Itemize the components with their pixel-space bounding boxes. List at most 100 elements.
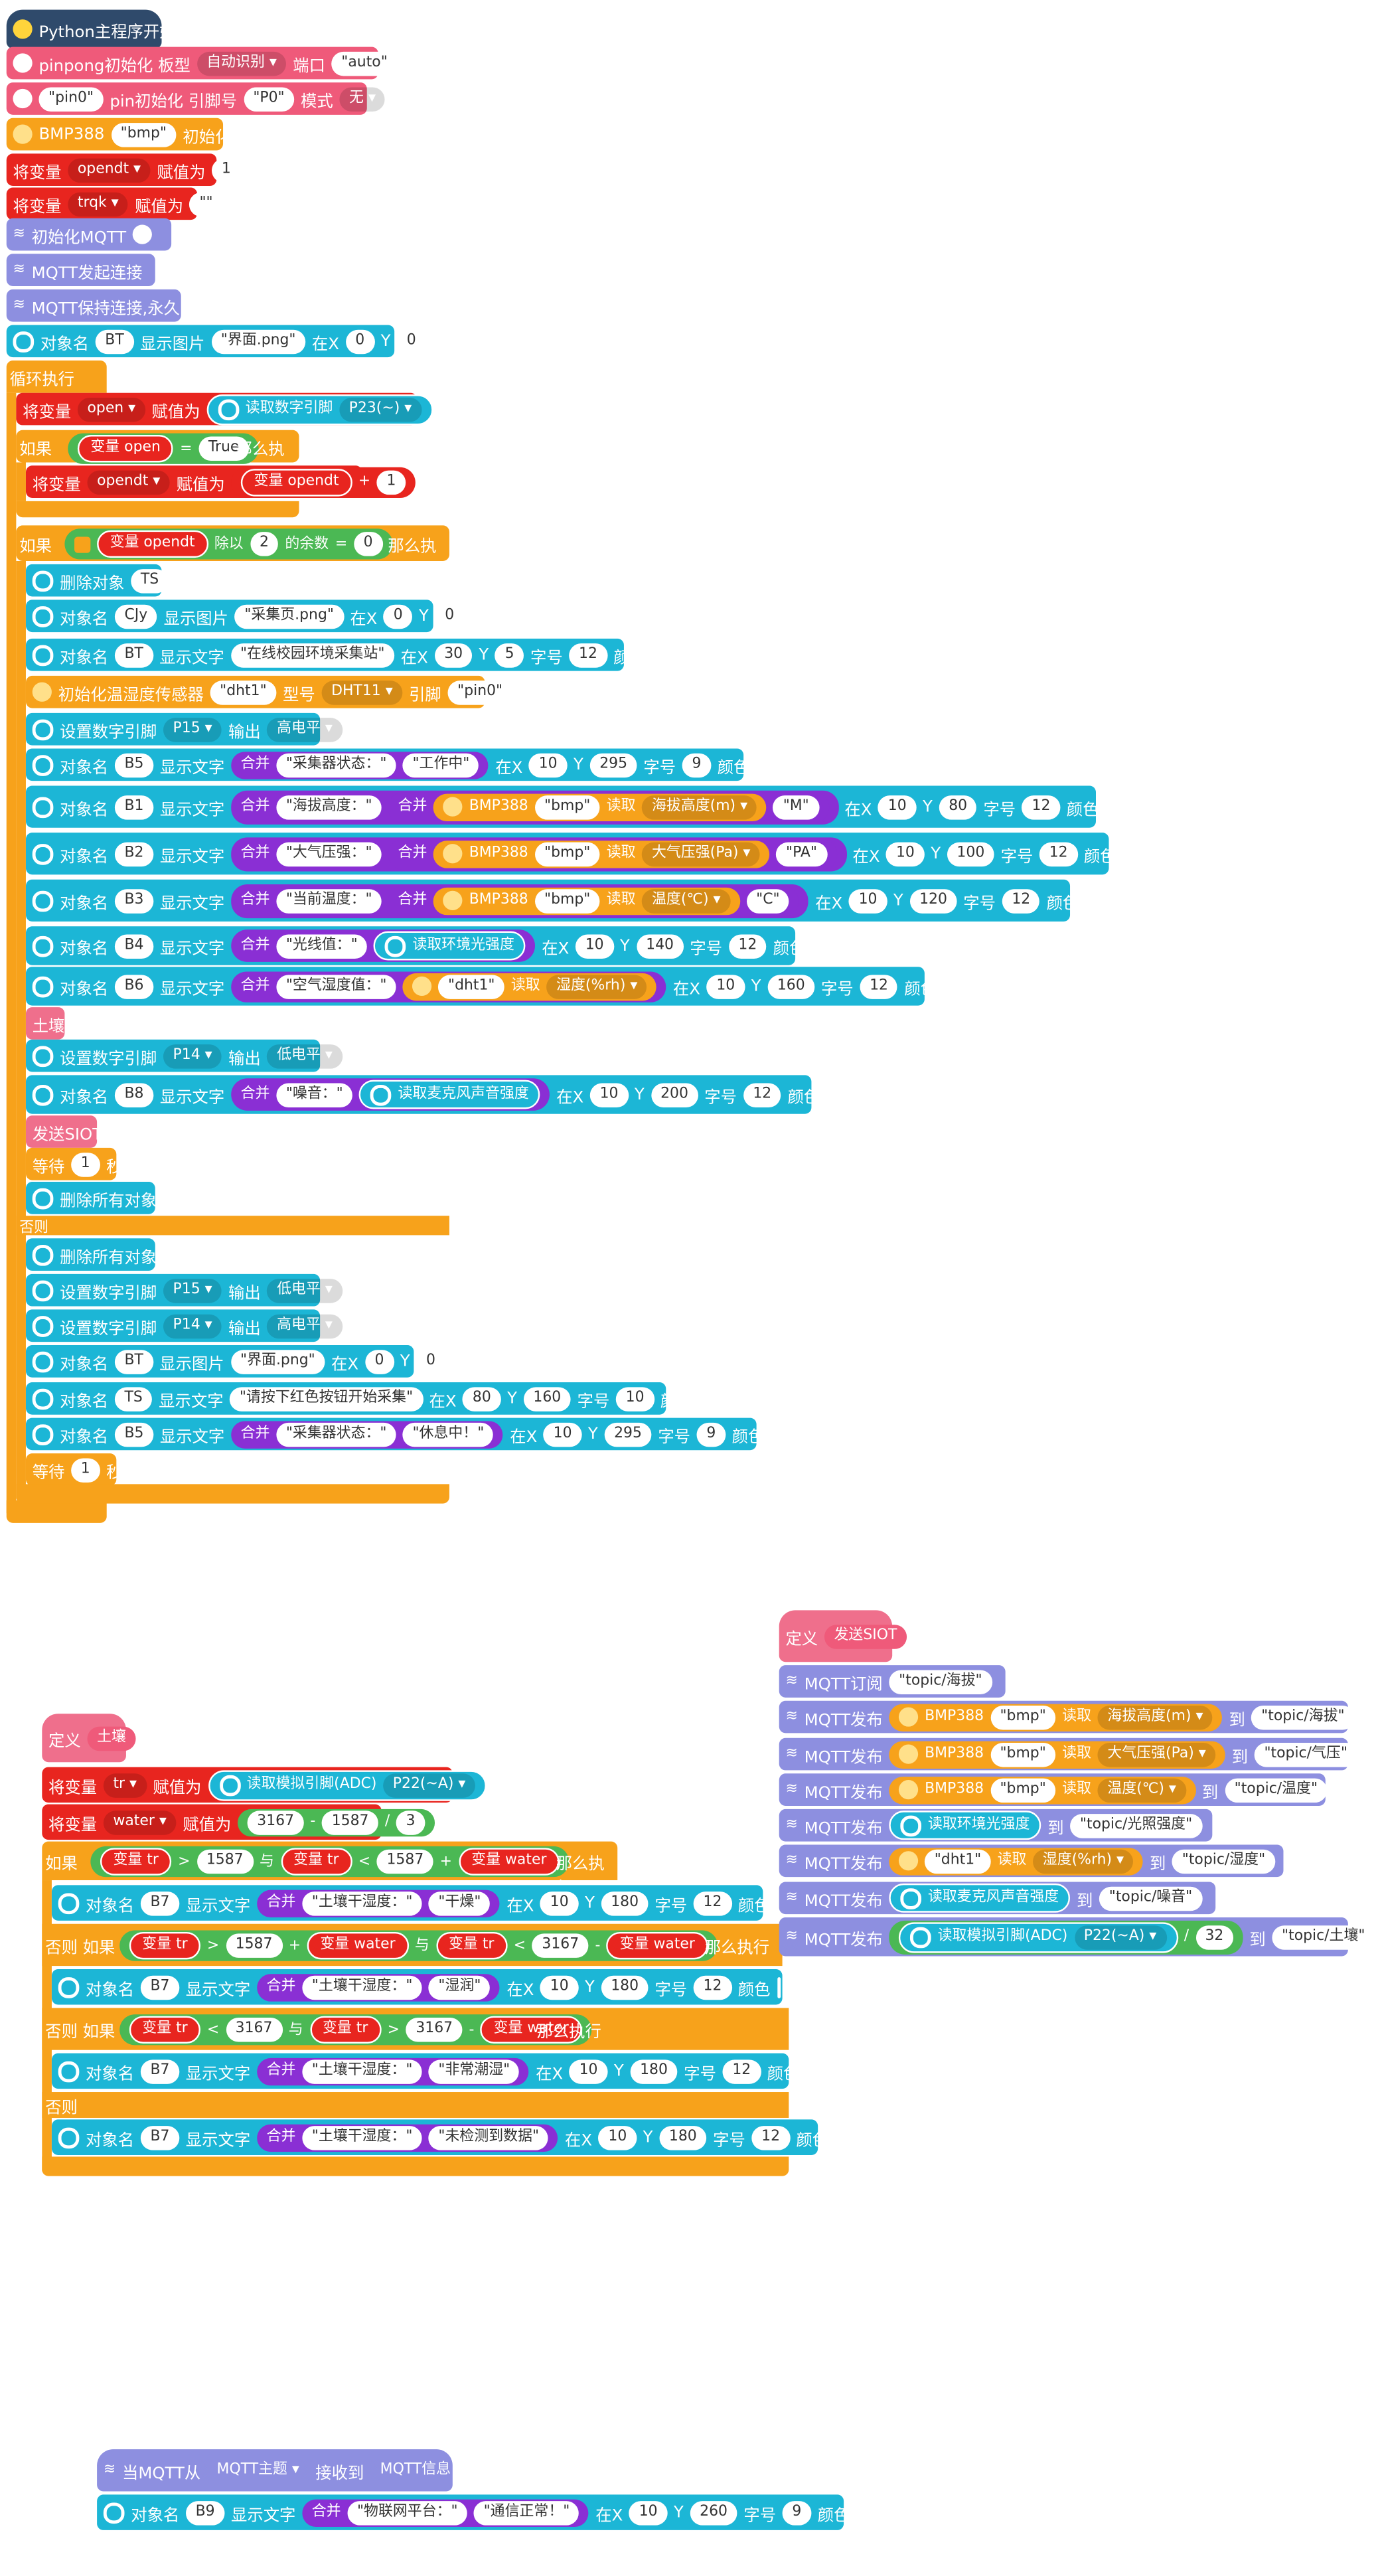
join-reporter[interactable]: 合并 "土壤干湿度：" "湿润" — [256, 1973, 500, 2001]
text-input[interactable]: "采集器状态：" — [276, 752, 397, 777]
color-swatch[interactable] — [812, 935, 815, 957]
seconds-input[interactable]: 1 — [71, 1152, 100, 1176]
object-name-input[interactable]: B8 — [114, 1082, 154, 1107]
object-name-input[interactable]: BT — [114, 1349, 153, 1374]
join-reporter[interactable]: 合并 "大气压强：" 合并 BMP388 "bmp" 读取 大气压强(Pa) "… — [230, 837, 846, 871]
mqtt-publish-altitude-block[interactable]: ≋ MQTT发布 BMP388 "bmp" 读取 海拔高度(m) 到 "topi… — [779, 1700, 1355, 1733]
value-input[interactable]: 3167 — [406, 2018, 463, 2042]
show-text-altitude-block[interactable]: 对象名 B1 显示文字 合并 "海拔高度：" 合并 BMP388 "bmp" 读… — [25, 785, 1109, 828]
if-open-block[interactable]: 如果 变量 open = True 那么执行 — [16, 430, 299, 483]
text-input[interactable]: "当前温度：" — [276, 888, 382, 913]
else-if-wet-block[interactable]: 否则 如果 变量 tr < 3167 与 变量 tr > 3167 - 变量 w… — [42, 2008, 789, 2050]
compare-mod[interactable]: 变量 opendt 除以 2 的余数 = 0 — [64, 528, 392, 560]
variable-reporter[interactable]: 变量 opendt — [241, 467, 352, 496]
var-dropdown[interactable]: tr — [103, 1773, 147, 1797]
bmp-read-reporter[interactable]: BMP388 "bmp" 读取 大气压强(Pa) — [889, 1740, 1226, 1768]
color-swatch[interactable] — [756, 754, 760, 775]
sensor-name-input[interactable]: "dht1" — [210, 679, 277, 704]
x-input[interactable]: 10 — [848, 888, 887, 913]
gear-icon[interactable] — [132, 224, 153, 244]
object-name-input[interactable]: B7 — [140, 1890, 180, 1915]
pin-dropdown[interactable]: P22(~A) — [1074, 1924, 1166, 1949]
x-input[interactable]: 10 — [569, 2059, 608, 2083]
variable-reporter[interactable]: 变量 opendt — [97, 530, 208, 558]
value-input[interactable]: 3167 — [226, 2018, 283, 2042]
sensor-name-input[interactable]: "bmp" — [990, 1777, 1056, 1802]
level-dropdown[interactable]: 低电平 — [267, 1277, 343, 1303]
define-soil-function-block[interactable]: 定义 土壤 — [42, 1714, 136, 1763]
x-input[interactable]: 10 — [540, 1890, 579, 1915]
pin-input[interactable]: "P0" — [243, 86, 295, 111]
else-if-moist-block[interactable]: 否则 如果 变量 tr > 1587 + 变量 water 与 变量 tr < … — [42, 1923, 783, 1967]
seconds-input[interactable]: 1 — [71, 1457, 100, 1482]
var-dropdown[interactable]: water — [103, 1810, 177, 1834]
text-input[interactable]: "M" — [773, 794, 819, 819]
text-input[interactable]: "土壤干湿度：" — [302, 1974, 423, 2000]
pin-dropdown[interactable]: P14 — [163, 1043, 222, 1068]
color-swatch[interactable] — [652, 644, 656, 666]
set-digital-pin-block[interactable]: 设置数字引脚 P15 输出 低电平 — [25, 1273, 343, 1307]
x-input[interactable]: 10 — [540, 1974, 579, 2000]
sensor-name-input[interactable]: "bmp" — [990, 1704, 1056, 1730]
if-dry-block[interactable]: 那么执行 如果 变量 tr > 1587 与 变量 tr < 1587 + 变量… — [42, 1841, 618, 1898]
sensor-name-input[interactable]: "dht1" — [925, 1848, 991, 1874]
text-input[interactable]: "湿润" — [428, 1974, 491, 2000]
var-dropdown[interactable]: opendt — [68, 157, 151, 182]
x-input[interactable]: 10 — [590, 1082, 629, 1107]
color-swatch[interactable] — [699, 1388, 703, 1409]
y-input[interactable]: 140 — [636, 933, 684, 958]
show-image-block[interactable]: 对象名 BT 显示图片 "界面.png" 在X 0 Y 0 — [6, 325, 426, 358]
mqtt-publish-humidity-block[interactable]: ≋ MQTT发布 "dht1" 读取 湿度(%rh) 到 "topic/湿度" — [779, 1844, 1284, 1878]
value-input[interactable]: 1587 — [376, 1849, 433, 1874]
value-input[interactable]: 1 — [212, 157, 241, 182]
show-soil-moist-block[interactable]: 对象名 B7 显示文字 合并 "土壤干湿度：" "湿润" 在X 10 Y 180… — [51, 1969, 783, 2005]
y-input[interactable]: 160 — [523, 1386, 571, 1411]
mqtt-connect-block[interactable]: ≋ MQTT发起连接 — [6, 254, 155, 287]
show-text-prompt-block[interactable]: 对象名 TS 显示文字 "请按下红色按钮开始采集" 在X 80 Y 160 字号… — [25, 1382, 703, 1415]
object-name-input[interactable]: TS — [114, 1386, 153, 1411]
measure-dropdown[interactable]: 大气压强(Pa) — [1097, 1741, 1216, 1767]
set-digital-pin-block[interactable]: 设置数字引脚 P14 输出 高电平 — [25, 1309, 343, 1342]
pin-init-block[interactable]: "pin0" pin初始化 引脚号 "P0" 模式 无 — [6, 82, 386, 115]
show-text-temperature-block[interactable]: 对象名 B3 显示文字 合并 "当前温度：" 合并 BMP388 "bmp" 读… — [25, 879, 1089, 922]
add-expression[interactable]: 变量 opendt + 1 — [231, 466, 416, 497]
level-dropdown[interactable]: 高电平 — [267, 1313, 343, 1338]
y-input[interactable]: 0 — [435, 604, 464, 629]
color-swatch[interactable] — [806, 2060, 809, 2082]
show-text-status-block[interactable]: 对象名 B5 显示文字 合并 "采集器状态：" "工作中" 在X 10 Y 29… — [25, 748, 760, 781]
message-slot[interactable]: MQTT信息 — [370, 2458, 473, 2483]
value-input[interactable]: "" — [189, 191, 223, 216]
variable-reporter[interactable]: 变量 tr — [435, 1931, 507, 1960]
x-input[interactable]: 0 — [384, 604, 413, 629]
object-name-input[interactable]: B6 — [114, 974, 154, 999]
text-input[interactable]: "休息中！" — [402, 1421, 494, 1447]
text-input[interactable]: "PA" — [776, 841, 827, 866]
read-light-reporter[interactable]: 读取环境光强度 — [374, 931, 526, 961]
join-reporter[interactable]: 合并 "土壤干湿度：" "干燥" — [256, 1889, 500, 1917]
mqtt-subscribe-block[interactable]: ≋ MQTT订阅 "topic/海拔" — [779, 1665, 1006, 1698]
join-reporter[interactable]: 合并 BMP388 "bmp" 读取 温度(℃) "C" — [388, 885, 799, 916]
x-input[interactable]: 10 — [629, 2500, 668, 2525]
pin-dropdown[interactable]: P22(~A) — [383, 1773, 475, 1797]
join-reporter[interactable]: 合并 "土壤干湿度：" "未检测到数据" — [256, 2123, 559, 2151]
topic-input[interactable]: "topic/土壤" — [1272, 1924, 1375, 1949]
text-input[interactable]: "物联网平台：" — [347, 2500, 468, 2525]
measure-dropdown[interactable]: 大气压强(Pa) — [642, 841, 761, 866]
measure-dropdown[interactable]: 温度(℃) — [1097, 1777, 1186, 1802]
set-var-opendt-block[interactable]: 将变量 opendt 赋值为 1 — [6, 153, 241, 187]
board-dropdown[interactable]: 自动识别 — [196, 50, 287, 76]
delete-object-block[interactable]: 删除对象 TS — [25, 564, 169, 597]
join-reporter[interactable]: 合并 BMP388 "bmp" 读取 海拔高度(m) "M" — [388, 791, 828, 823]
value-input[interactable]: 3167 — [247, 1810, 304, 1834]
font-size-input[interactable]: 12 — [722, 2059, 761, 2083]
text-input[interactable]: "工作中" — [402, 752, 479, 777]
join-reporter[interactable]: 合并 "当前温度：" 合并 BMP388 "bmp" 读取 温度(℃) "C" — [230, 883, 809, 918]
define-siot-function-block[interactable]: 定义 发送SIOT — [779, 1610, 907, 1662]
else-bar-soil[interactable]: 否则 — [42, 2092, 789, 2118]
level-dropdown[interactable]: 低电平 — [267, 1043, 343, 1068]
y-input[interactable]: 120 — [909, 888, 957, 913]
font-size-input[interactable]: 12 — [693, 1974, 731, 2000]
object-name-input[interactable]: B4 — [114, 933, 154, 958]
topic-input[interactable]: "topic/光照强度" — [1070, 1812, 1202, 1838]
set-digital-pin-block[interactable]: 设置数字引脚 P14 输出 低电平 — [25, 1039, 343, 1072]
